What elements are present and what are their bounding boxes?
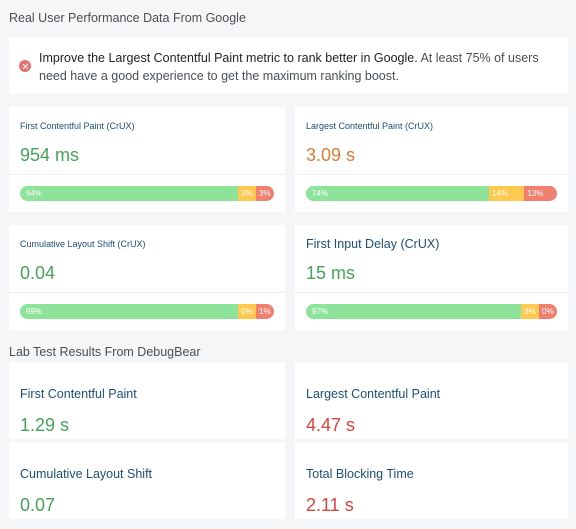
distribution-poor-segment: 13% <box>524 186 557 201</box>
lab-section-title: Lab Test Results From DebugBear <box>9 345 201 359</box>
crux-card-lcp: Largest Contentful Paint (CrUX) 3.09 s 7… <box>295 107 568 212</box>
metric-label: Cumulative Layout Shift <box>20 467 153 481</box>
metric-value: 0.07 <box>20 495 56 515</box>
metric-label: First Contentful Paint (CrUX) <box>20 121 135 131</box>
crux-card-fcp: First Contentful Paint (CrUX) 954 ms 94%… <box>9 107 285 212</box>
metric-value: 4.47 s <box>306 415 356 435</box>
crux-card-fid: First Input Delay (CrUX) 15 ms 97% 3% 0% <box>295 225 568 330</box>
distribution-good-segment: 97% <box>306 304 521 319</box>
card-divider <box>295 174 568 175</box>
lab-card-tbt: Total Blocking Time 2.11 s <box>295 442 568 519</box>
metric-value: 1.29 s <box>20 415 70 435</box>
alert-message: Improve the Largest Contentful Paint met… <box>39 49 561 85</box>
lab-card-fcp: First Contentful Paint 1.29 s <box>9 362 285 439</box>
card-divider <box>295 292 568 293</box>
distribution-good-segment: 94% <box>20 186 238 201</box>
crux-section-title: Real User Performance Data From Google <box>9 11 246 25</box>
distribution-poor-segment: 3% <box>256 186 274 201</box>
distribution-bar: 97% 3% 0% <box>306 304 557 319</box>
metric-label: Largest Contentful Paint <box>306 387 441 401</box>
error-x-circle-icon <box>19 60 31 72</box>
metric-label: First Input Delay (CrUX) <box>306 237 440 251</box>
distribution-bar: 74% 14% 13% <box>306 186 557 201</box>
lcp-ranking-alert: Improve the Largest Contentful Paint met… <box>9 37 568 94</box>
lab-card-cls: Cumulative Layout Shift 0.07 <box>9 442 285 519</box>
metric-label: Total Blocking Time <box>306 467 414 481</box>
distribution-bar: 99% 0% 1% <box>20 304 274 319</box>
metric-label: Largest Contentful Paint (CrUX) <box>306 121 434 131</box>
metric-label: Cumulative Layout Shift (CrUX) <box>20 239 146 249</box>
metric-value: 15 ms <box>306 263 356 283</box>
distribution-poor-segment: 1% <box>256 304 274 319</box>
metric-label: First Contentful Paint <box>20 387 137 401</box>
crux-card-cls: Cumulative Layout Shift (CrUX) 0.04 99% … <box>9 225 285 330</box>
lab-card-lcp: Largest Contentful Paint 4.47 s <box>295 362 568 439</box>
distribution-good-segment: 99% <box>20 304 238 319</box>
distribution-bar: 94% 3% 3% <box>20 186 274 201</box>
distribution-needs-improvement-segment: 3% <box>521 304 539 319</box>
metric-value: 3.09 s <box>306 145 356 165</box>
alert-message-bold: Improve the Largest Contentful Paint met… <box>39 51 418 65</box>
distribution-needs-improvement-segment: 14% <box>489 186 525 201</box>
metric-value: 0.04 <box>20 263 56 283</box>
card-divider <box>9 174 285 175</box>
metric-value: 2.11 s <box>306 495 354 515</box>
alert-message-rest: At least 75% of users need have a good e… <box>39 51 539 83</box>
metric-value: 954 ms <box>20 145 80 165</box>
distribution-poor-segment: 0% <box>539 304 557 319</box>
distribution-good-segment: 74% <box>306 186 490 201</box>
distribution-needs-improvement-segment: 0% <box>238 304 256 319</box>
distribution-needs-improvement-segment: 3% <box>238 186 256 201</box>
card-divider <box>9 292 285 293</box>
